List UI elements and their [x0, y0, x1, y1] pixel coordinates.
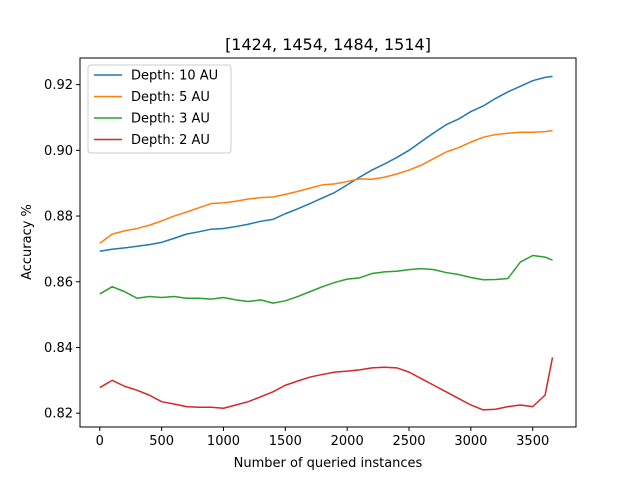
x-axis-ticks: 0 500 1000 1500 2000 2500 3000 3500 [96, 427, 549, 449]
y-tick-label: 0.88 [44, 210, 73, 225]
legend-label-3: Depth: 3 AU [131, 112, 210, 127]
series-line-4 [99, 357, 554, 411]
series-line-1 [99, 75, 553, 252]
x-tick-label: 0 [96, 434, 104, 449]
y-tick-label: 0.82 [44, 407, 73, 422]
y-axis-label: Accuracy % [20, 204, 35, 280]
chart-title: [1424, 1454, 1484, 1514] [225, 35, 431, 54]
y-tick-label: 0.90 [44, 144, 73, 159]
series-line-3 [99, 254, 553, 304]
x-tick-label: 1500 [269, 434, 302, 449]
y-tick-label: 0.86 [44, 275, 73, 290]
legend-label-4: Depth: 2 AU [131, 133, 210, 148]
x-tick-label: 1000 [207, 434, 240, 449]
x-tick-label: 2000 [331, 434, 364, 449]
x-axis-label: Number of queried instances [234, 456, 423, 471]
axes-frame [79, 57, 577, 428]
y-tick-label: 0.84 [44, 341, 73, 356]
x-tick-label: 500 [149, 434, 174, 449]
series-layer [99, 75, 554, 411]
x-tick-label: 2500 [392, 434, 425, 449]
y-axis-ticks: 0.82 0.84 0.86 0.88 0.90 0.92 [44, 78, 80, 422]
plot-area: 0 500 1000 1500 2000 2500 3000 3500 0.820.840.8… [44, 57, 577, 449]
x-tick-label: 3000 [454, 434, 487, 449]
legend-label-1: Depth: 10 AU [131, 69, 218, 84]
legend-box [87, 64, 232, 154]
series-line-2 [99, 129, 553, 244]
y-tick-label: 0.92 [44, 78, 73, 93]
x-tick-label: 3500 [516, 434, 549, 449]
legend: Depth: 10 AU Depth: 5 AU Depth: 3 AU Depth:… [87, 64, 232, 154]
legend-label-2: Depth: 5 AU [131, 90, 210, 105]
